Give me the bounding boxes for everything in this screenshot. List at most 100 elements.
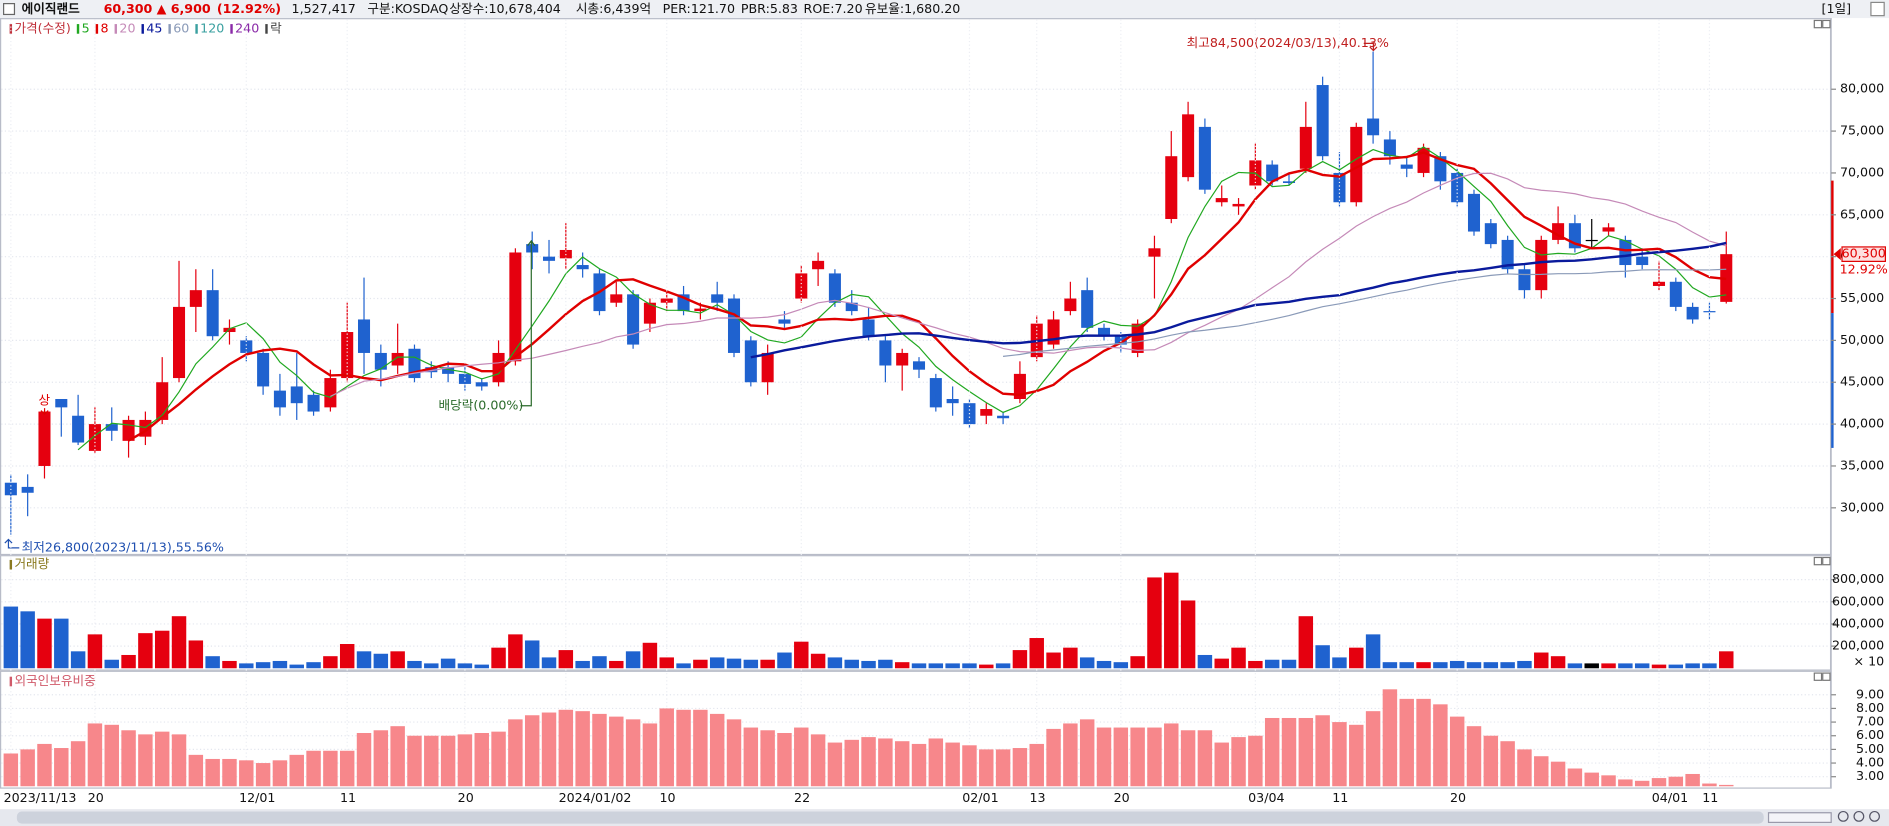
bar xyxy=(1264,717,1280,787)
bar xyxy=(87,634,103,669)
legend-swatch xyxy=(114,24,118,34)
bar xyxy=(827,742,843,787)
bar xyxy=(356,733,372,787)
bar xyxy=(1466,662,1482,669)
bar xyxy=(1534,652,1549,669)
bar xyxy=(979,749,994,787)
bar xyxy=(894,741,910,787)
bar xyxy=(255,763,271,787)
bar xyxy=(709,713,725,787)
roe: ROE:7.20 xyxy=(804,1,863,16)
bar xyxy=(810,653,826,669)
bar xyxy=(1180,730,1196,787)
zoom-button[interactable] xyxy=(1869,810,1880,822)
bar xyxy=(121,730,136,787)
bar xyxy=(1550,656,1566,669)
candle-body xyxy=(912,361,926,370)
bar xyxy=(1079,657,1095,669)
bar xyxy=(1601,775,1616,787)
bar xyxy=(625,651,641,669)
y-tick-label: 600,000 xyxy=(1832,593,1884,608)
zoom-button[interactable] xyxy=(1837,810,1849,822)
pbr: PBR:5.83 xyxy=(741,1,798,16)
zoom-button[interactable] xyxy=(1853,810,1865,822)
candle-body xyxy=(1434,156,1447,182)
candle-body xyxy=(1602,227,1615,232)
candle-body xyxy=(526,244,539,253)
y-tick-label: 80,000 xyxy=(1840,81,1884,96)
bar xyxy=(356,651,372,669)
checkbox[interactable] xyxy=(3,3,16,16)
bar xyxy=(239,760,254,787)
candle-body xyxy=(55,398,68,408)
bar xyxy=(491,731,506,787)
bar xyxy=(424,663,439,669)
y-tick-label: 75,000 xyxy=(1840,123,1884,138)
y-tick-label: 35,000 xyxy=(1840,457,1884,472)
bar xyxy=(676,663,691,669)
candle-body xyxy=(1131,323,1144,353)
bar xyxy=(508,634,523,669)
candle-body xyxy=(240,340,253,353)
candle-body xyxy=(879,340,892,366)
x-tick-label: 11 xyxy=(1332,790,1348,805)
y-tick-label: 8.00 xyxy=(1856,700,1884,715)
scroll-thumb[interactable] xyxy=(16,811,1764,824)
panel-button[interactable] xyxy=(1813,672,1823,681)
x-tick-label: 20 xyxy=(88,790,104,805)
bar xyxy=(659,708,674,787)
bar xyxy=(1113,727,1129,787)
bar xyxy=(1197,654,1213,669)
bar xyxy=(810,734,826,787)
bar xyxy=(54,618,69,669)
price-tag xyxy=(1841,246,1886,262)
bar xyxy=(205,758,220,787)
candle-body xyxy=(660,298,673,303)
candle-body xyxy=(1518,269,1531,291)
bar xyxy=(878,738,893,787)
x-tick-label: 22 xyxy=(794,790,810,805)
panel-button[interactable] xyxy=(1822,556,1831,566)
candle-body xyxy=(509,252,522,362)
bar xyxy=(1281,659,1297,669)
period[interactable]: [1일] xyxy=(1822,1,1852,16)
x-tick-label: 02/01 xyxy=(962,790,998,805)
bar xyxy=(37,618,52,669)
panel-button[interactable] xyxy=(1813,19,1823,29)
bar xyxy=(1601,663,1616,669)
x-tick-label: 10 xyxy=(660,790,676,805)
y-tick-label: 4.00 xyxy=(1856,755,1884,770)
panel-button[interactable] xyxy=(1822,19,1831,29)
candle-body xyxy=(1686,306,1699,320)
x-tick-label: 2024/01/02 xyxy=(559,790,632,805)
moving-average xyxy=(1002,268,1727,358)
bar xyxy=(945,663,960,669)
window-button[interactable] xyxy=(1870,1,1885,17)
bar xyxy=(760,659,775,669)
moving-average xyxy=(330,172,1727,397)
y-tick-label: 30,000 xyxy=(1840,499,1884,514)
bar xyxy=(54,748,69,787)
bar xyxy=(1113,662,1129,669)
bar xyxy=(524,640,540,669)
y-tick-label: 400,000 xyxy=(1832,615,1884,630)
bar xyxy=(239,663,254,669)
panel-button[interactable] xyxy=(1822,672,1831,681)
candle-body xyxy=(290,386,303,404)
y-tick-label: 45,000 xyxy=(1840,374,1884,389)
panel-button[interactable] xyxy=(1813,556,1823,566)
stock-name: 에이직랜드 xyxy=(22,1,80,16)
zoom-slider[interactable] xyxy=(1767,812,1832,823)
x-tick-label: 04/01 xyxy=(1652,790,1688,805)
panel-title: 거래량 xyxy=(14,556,49,571)
bar xyxy=(1315,645,1330,669)
bar xyxy=(457,663,473,669)
bar xyxy=(1029,743,1044,787)
bar xyxy=(70,651,86,669)
candle-body xyxy=(845,302,858,312)
legend-label: 60 xyxy=(173,20,189,35)
candle-body xyxy=(189,290,202,307)
legend-label: 가격(수정) xyxy=(14,20,70,35)
candle-body xyxy=(1669,281,1682,307)
bar xyxy=(1214,658,1229,669)
